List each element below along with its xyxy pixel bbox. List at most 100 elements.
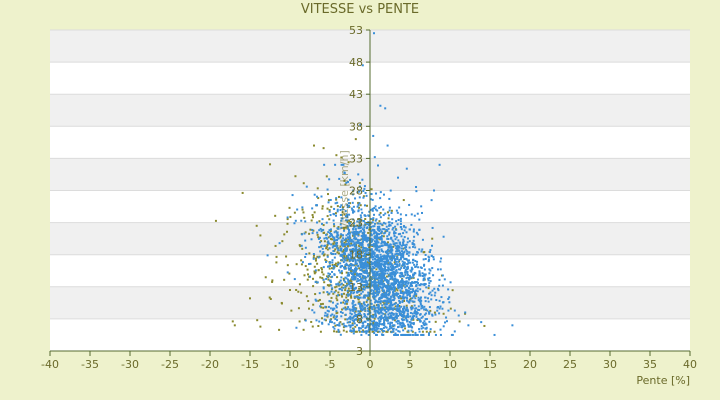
data-point-secondary: [313, 144, 315, 147]
data-point: [381, 263, 384, 266]
data-point: [418, 270, 421, 273]
data-point: [335, 310, 338, 313]
data-point: [351, 259, 354, 262]
data-point: [352, 225, 355, 228]
data-point: [402, 309, 405, 312]
data-point-secondary: [405, 304, 408, 307]
data-point: [335, 197, 338, 200]
data-point: [370, 279, 373, 282]
data-point-secondary: [335, 154, 338, 157]
data-point: [374, 205, 377, 208]
data-point: [368, 258, 371, 261]
data-point-secondary: [312, 229, 315, 232]
data-point: [417, 296, 420, 299]
data-point-secondary: [334, 212, 337, 215]
data-point: [340, 249, 343, 252]
data-point: [370, 283, 373, 286]
data-point: [405, 214, 408, 217]
data-point: [359, 275, 362, 278]
data-point: [352, 315, 355, 318]
data-point: [399, 268, 402, 271]
data-point: [355, 267, 358, 270]
data-point: [415, 311, 418, 314]
data-point: [354, 254, 357, 257]
data-point: [375, 238, 378, 241]
data-point: [363, 266, 366, 269]
data-point: [353, 245, 356, 248]
data-point: [371, 308, 374, 311]
data-point-secondary: [275, 255, 278, 258]
data-point: [365, 262, 368, 265]
data-point: [340, 239, 343, 242]
data-point: [335, 283, 338, 286]
data-point: [363, 235, 366, 238]
data-point: [360, 273, 363, 276]
data-point: [382, 307, 385, 310]
data-point: [343, 279, 346, 282]
data-point: [423, 268, 426, 271]
data-point: [380, 230, 383, 233]
data-point: [423, 305, 426, 308]
data-point: [388, 293, 391, 296]
data-point-secondary: [404, 327, 407, 330]
data-point: [392, 283, 395, 286]
data-point: [394, 302, 397, 305]
data-point: [346, 284, 349, 287]
data-point: [390, 276, 393, 279]
data-point: [397, 253, 400, 256]
data-point: [383, 303, 386, 306]
data-point: [361, 330, 363, 333]
data-point: [352, 257, 355, 260]
data-point: [407, 323, 410, 326]
data-point: [374, 235, 377, 238]
data-point-secondary: [341, 272, 344, 275]
data-point: [385, 295, 388, 298]
data-point: [304, 255, 307, 258]
data-point: [372, 225, 375, 228]
data-point: [409, 285, 412, 288]
data-point: [379, 264, 382, 267]
data-point: [358, 321, 361, 324]
data-point: [397, 297, 400, 300]
data-point: [358, 250, 361, 253]
data-point: [403, 265, 406, 268]
data-point-secondary: [431, 237, 434, 240]
data-point: [387, 294, 390, 297]
data-point: [362, 307, 365, 310]
data-point: [399, 321, 402, 324]
data-point: [373, 272, 376, 275]
data-point: [328, 261, 331, 264]
data-point-secondary: [350, 280, 353, 283]
data-point: [370, 267, 373, 270]
data-point: [348, 264, 351, 267]
data-point: [411, 261, 414, 264]
data-point: [377, 256, 380, 259]
data-point: [371, 265, 374, 268]
data-point-secondary: [326, 207, 329, 210]
data-point: [392, 298, 395, 301]
data-point-secondary: [348, 279, 351, 282]
data-point: [406, 294, 409, 297]
data-point: [374, 301, 377, 304]
data-point: [353, 222, 356, 225]
data-point: [412, 274, 415, 277]
data-point: [393, 289, 396, 292]
data-point: [376, 306, 379, 309]
data-point: [428, 251, 431, 254]
data-point-secondary: [329, 300, 332, 303]
data-point: [361, 236, 364, 239]
data-point: [447, 288, 450, 291]
data-point: [327, 231, 330, 234]
data-point: [425, 326, 428, 329]
data-point: [360, 287, 363, 290]
data-point-secondary: [345, 271, 348, 274]
data-point: [375, 265, 378, 268]
data-point: [405, 318, 408, 321]
data-point-secondary: [352, 224, 355, 227]
data-point: [381, 255, 384, 258]
data-point: [381, 270, 384, 273]
data-point: [389, 300, 392, 303]
data-point-secondary: [231, 320, 234, 323]
data-point: [379, 191, 382, 194]
data-point-secondary: [305, 295, 308, 298]
